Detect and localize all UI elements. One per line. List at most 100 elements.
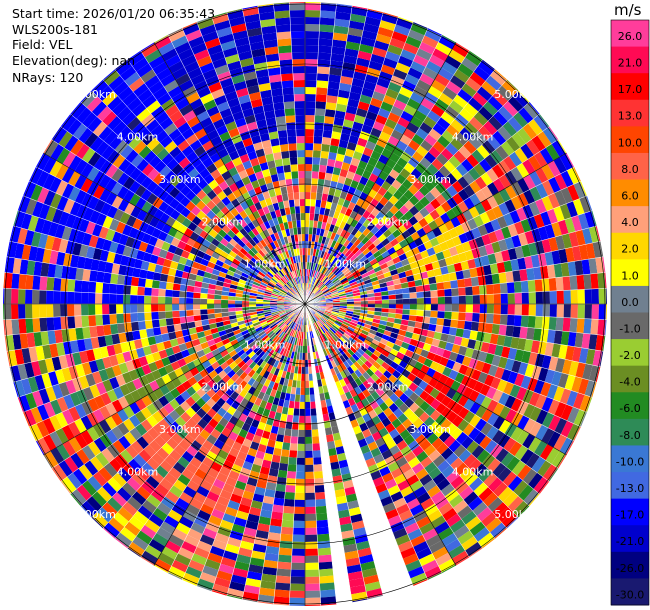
ray-gate [517, 337, 527, 351]
ray-gate [221, 154, 232, 165]
ray-gate [429, 409, 441, 422]
ray-gate [256, 304, 264, 307]
ray-gate [329, 144, 339, 154]
ray-gate [168, 331, 177, 341]
ray-gate [316, 292, 324, 297]
ray-gate [399, 462, 412, 474]
ray-gate [229, 493, 243, 504]
ray-gate [491, 241, 502, 254]
ray-gate [469, 193, 481, 206]
ray-gate [398, 86, 414, 99]
ray-gate [528, 437, 542, 453]
ray-gate [481, 233, 492, 246]
ray-gate [273, 286, 281, 292]
ray-gate [305, 534, 318, 542]
ray-gate [222, 483, 235, 494]
ray-gate [65, 213, 77, 229]
ray-gate [154, 160, 167, 173]
ray-gate [506, 79, 519, 92]
ray-gate [332, 277, 339, 284]
ray-gate [305, 241, 309, 249]
ray-gate [422, 256, 432, 266]
ray-gate [334, 269, 342, 276]
ray-gate [379, 262, 389, 270]
ray-gate [244, 366, 253, 375]
ray-gate [161, 333, 170, 343]
ray-gate [128, 369, 139, 381]
ray-gate [332, 309, 340, 314]
ray-gate [227, 587, 244, 599]
ray-gate [388, 168, 400, 180]
ray-gate [305, 31, 320, 39]
ray-gate [295, 316, 300, 324]
ray-gate [184, 534, 200, 547]
ray-gate [266, 330, 274, 337]
ray-gate [263, 423, 273, 433]
ray-gate [186, 116, 200, 128]
ray-gate [159, 430, 172, 443]
ray-gate [451, 343, 461, 354]
ray-gate [351, 520, 365, 530]
ray-gate [220, 349, 229, 358]
ray-gate [398, 509, 414, 522]
ray-gate [424, 202, 436, 214]
ray-gate [498, 419, 512, 434]
ray-gate [217, 370, 227, 379]
ray-gate [305, 338, 308, 346]
ray-gate [274, 158, 284, 168]
ray-gate [440, 212, 451, 224]
ray-gate [322, 413, 330, 422]
ray-gate [221, 295, 229, 300]
ray-gate [496, 215, 508, 229]
ray-gate [165, 381, 176, 392]
ray-gate [117, 323, 126, 334]
ray-gate [140, 524, 157, 539]
ray-gate [345, 105, 358, 115]
ray-gate [453, 69, 470, 84]
ray-gate [458, 364, 469, 376]
ray-gate [276, 320, 284, 327]
ray-gate [174, 416, 187, 428]
ray-gate [452, 192, 464, 205]
ray-gate [361, 342, 370, 350]
ray-gate [142, 383, 154, 395]
ray-gate [577, 289, 585, 304]
ray-gate [141, 431, 155, 445]
ray-gate [394, 283, 402, 290]
ray-gate [448, 246, 459, 257]
ray-gate [3, 288, 5, 304]
ray-gate [136, 530, 153, 545]
ray-gate [374, 160, 386, 171]
ray-gate [504, 170, 518, 185]
ray-gate [18, 304, 26, 320]
ray-gate [156, 342, 166, 352]
ray-gate [173, 151, 187, 164]
ray-gate [102, 215, 114, 229]
ray-gate [530, 254, 541, 268]
ray-gate [327, 346, 333, 354]
ray-gate [381, 472, 394, 484]
ray-gate [470, 276, 480, 287]
ray-gate [354, 213, 363, 222]
ray-gate [387, 484, 401, 496]
ray-gate [169, 449, 182, 462]
ray-gate [453, 524, 470, 539]
ray-gate [146, 192, 158, 205]
ray-gate [501, 346, 511, 359]
ray-gate [271, 324, 278, 331]
ray-gate [367, 307, 375, 312]
ray-gate [130, 321, 140, 332]
ray-gate [87, 116, 103, 133]
ray-gate [308, 234, 313, 242]
ray-gate [462, 329, 471, 339]
ray-gate [387, 515, 402, 527]
ray-gate [195, 325, 204, 333]
ray-gate [186, 179, 198, 191]
ray-gate [148, 361, 158, 373]
ray-gate [537, 131, 552, 148]
ray-gate [144, 519, 161, 533]
ray-gate [375, 33, 392, 45]
ray-gate [435, 402, 447, 415]
ray-gate [404, 73, 420, 86]
ray-gate [487, 458, 501, 473]
